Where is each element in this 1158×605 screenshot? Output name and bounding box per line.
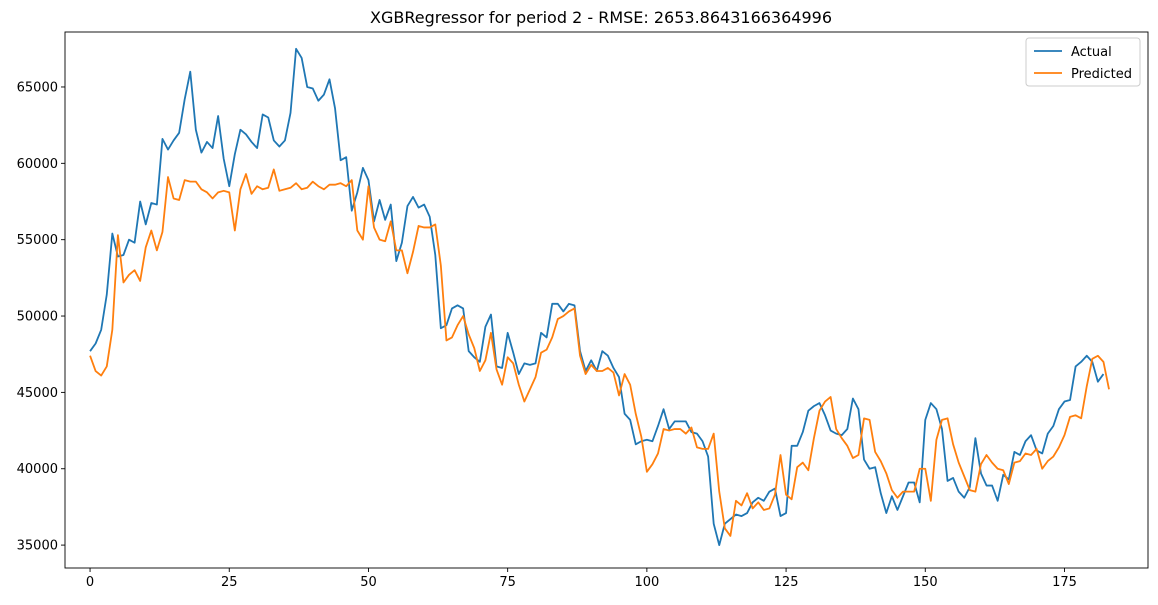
axes-layer: 0 25 50 75 100 125 150 175 35000 40000 45000 50000 5…	[17, 31, 1149, 590]
chart-title: XGBRegressor for period 2 - RMSE: 2653.8…	[370, 8, 832, 27]
x-tick-label: 75	[499, 575, 516, 590]
y-tick-label: 40000	[17, 462, 58, 477]
y-tick-label: 55000	[17, 233, 58, 248]
series-layer	[89, 47, 1110, 546]
y-tick-label: 60000	[17, 157, 58, 172]
series-line-actual	[89, 47, 1105, 546]
y-tick-label: 50000	[17, 310, 58, 325]
y-tick-label: 65000	[17, 80, 58, 95]
legend-box	[1025, 37, 1141, 87]
series-line-predicted	[89, 168, 1110, 537]
x-tick-label: 0	[86, 575, 94, 590]
x-tick-label: 25	[221, 575, 238, 590]
x-tick-label: 125	[774, 575, 799, 590]
axes-frame	[64, 31, 1149, 569]
x-tick-label: 100	[634, 575, 659, 590]
x-tick-label: 150	[913, 575, 938, 590]
x-tick-label: 175	[1052, 575, 1077, 590]
legend-label-predicted: Predicted	[1071, 67, 1132, 82]
legend: Actual Predicted	[1025, 37, 1141, 87]
legend-label-actual: Actual	[1071, 45, 1112, 60]
y-tick-label: 35000	[17, 539, 58, 554]
y-tick-label: 45000	[17, 386, 58, 401]
x-tick-label: 50	[360, 575, 377, 590]
